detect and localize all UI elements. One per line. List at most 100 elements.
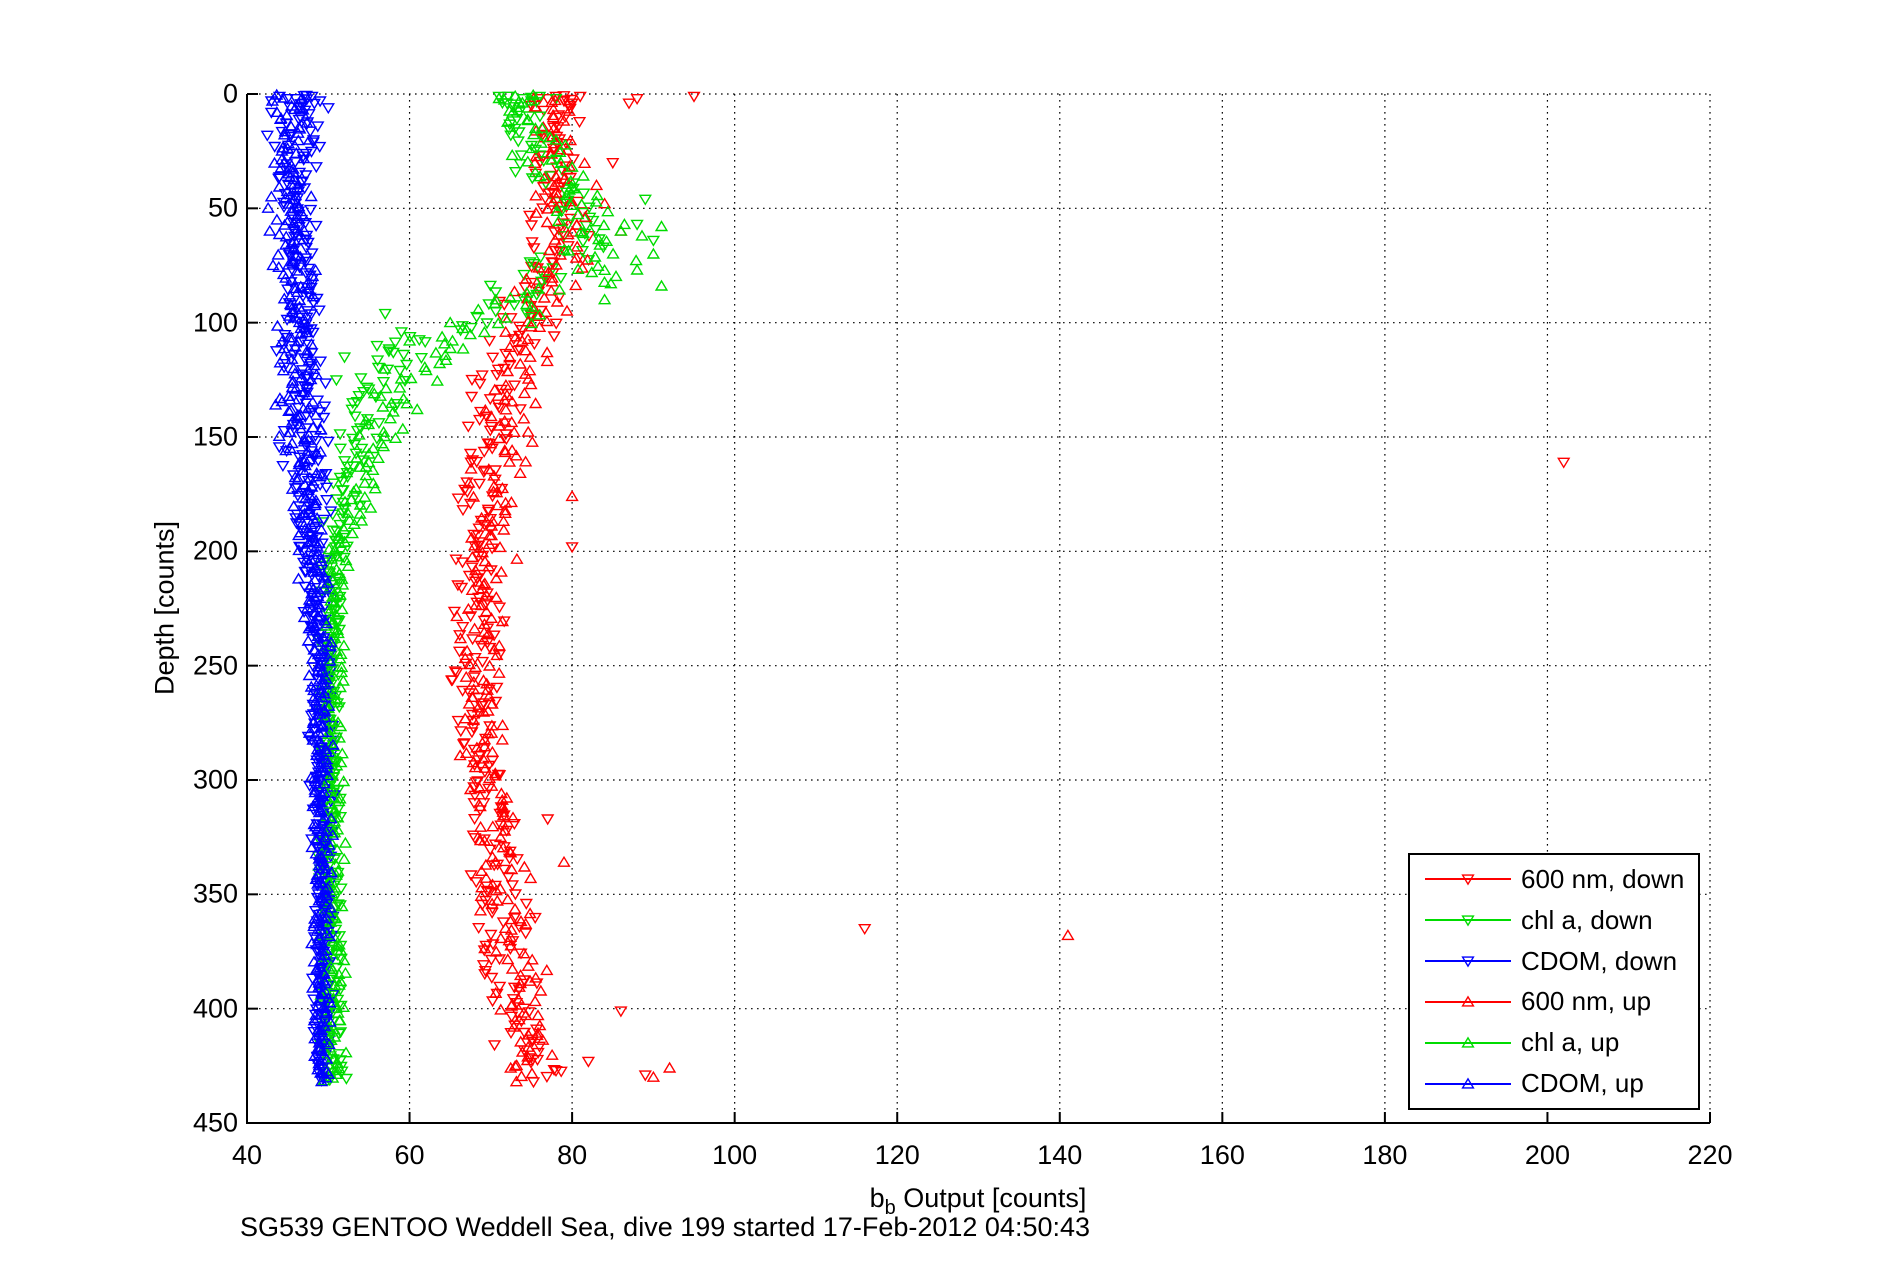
marker-chla-up (400, 397, 414, 409)
marker-chla-up (430, 374, 444, 386)
marker-600nm-down (494, 820, 508, 832)
marker-600nm-up (485, 779, 499, 791)
marker-600nm-up (537, 291, 551, 303)
marker-cdom-up (271, 248, 285, 260)
series-chla-up (312, 88, 669, 1086)
marker-600nm-up (528, 397, 543, 409)
marker-600nm-up (492, 639, 506, 651)
marker-600nm-up (486, 820, 500, 832)
marker-cdom-up (293, 101, 307, 113)
marker-600nm-down (484, 421, 499, 433)
marker-600nm-down (514, 948, 528, 960)
marker-600nm-up (560, 304, 574, 316)
marker-chla-up (331, 696, 345, 708)
marker-600nm-down (581, 1056, 596, 1068)
marker-cdom-down (312, 407, 327, 419)
marker-cdom-up (315, 468, 330, 480)
marker-cdom-up (323, 1015, 337, 1027)
marker-600nm-up (495, 615, 510, 627)
marker-chla-down (336, 508, 350, 520)
marker-cdom-up (296, 103, 310, 115)
marker-cdom-up (290, 209, 304, 221)
marker-cdom-down (285, 427, 299, 439)
marker-600nm-up (458, 652, 472, 664)
marker-cdom-down (292, 452, 307, 464)
marker-600nm-up (505, 863, 519, 875)
marker-chla-down (514, 150, 528, 162)
marker-cdom-down (297, 91, 311, 103)
marker-cdom-up (316, 650, 330, 662)
marker-chla-up (329, 590, 343, 602)
marker-chla-up (329, 868, 343, 880)
marker-600nm-up (529, 971, 543, 983)
marker-600nm-down (499, 434, 514, 446)
marker-chla-up (344, 493, 358, 505)
marker-600nm-up (511, 992, 525, 1004)
marker-600nm-up (495, 719, 510, 731)
marker-chla-up (646, 247, 661, 259)
marker-chla-up (393, 381, 407, 393)
marker-chla-down (333, 443, 348, 455)
marker-cdom-up (319, 672, 333, 684)
marker-600nm-down (504, 1028, 518, 1040)
marker-chla-up (503, 291, 518, 303)
marker-cdom-up (293, 511, 307, 523)
marker-chla-up (614, 224, 628, 236)
marker-600nm-down (497, 864, 511, 876)
marker-600nm-up (485, 745, 500, 757)
marker-chla-down (470, 311, 484, 323)
marker-cdom-up (272, 180, 286, 192)
marker-cdom-down (310, 418, 324, 430)
marker-600nm-up (521, 332, 535, 344)
marker-cdom-up (275, 335, 289, 347)
marker-chla-up (371, 451, 385, 463)
marker-600nm-up (473, 834, 488, 846)
marker-cdom-up (302, 453, 317, 465)
marker-600nm-down (687, 91, 701, 103)
marker-600nm-up (589, 179, 604, 191)
marker-cdom-down (306, 327, 320, 339)
marker-cdom-up (304, 338, 319, 350)
marker-chla-up (383, 412, 398, 424)
marker-600nm-up (474, 599, 489, 611)
marker-cdom-up (324, 866, 339, 878)
marker-cdom-up (312, 848, 327, 860)
marker-cdom-up (316, 725, 330, 737)
marker-cdom-up (299, 522, 313, 534)
marker-chla-down (335, 485, 349, 497)
marker-chla-down (337, 352, 352, 364)
x-tick-label: 200 (1524, 1140, 1570, 1170)
marker-chla-down (378, 308, 392, 320)
marker-chla-up (330, 1057, 345, 1069)
marker-chla-down (549, 154, 564, 166)
marker-chla-up (326, 791, 341, 803)
marker-cdom-down (277, 202, 291, 214)
marker-chla-up (322, 1025, 337, 1037)
marker-600nm-up (544, 147, 559, 159)
marker-600nm-down (476, 960, 491, 972)
marker-chla-down (527, 259, 541, 271)
marker-600nm-up (470, 741, 484, 753)
marker-chla-up (319, 619, 334, 631)
marker-chla-up (597, 219, 611, 231)
marker-600nm-down (469, 877, 483, 889)
marker-chla-up (609, 270, 623, 282)
marker-cdom-up (310, 601, 324, 613)
marker-600nm-up (478, 555, 492, 567)
marker-600nm-up (504, 939, 518, 951)
marker-cdom-down (291, 402, 305, 414)
marker-chla-up (321, 1021, 336, 1033)
marker-cdom-up (287, 139, 302, 151)
marker-chla-up (384, 396, 399, 408)
marker-chla-up (335, 572, 349, 584)
marker-600nm-down (566, 154, 580, 166)
marker-chla-down (352, 391, 366, 403)
marker-chla-up (347, 517, 361, 529)
marker-chla-up (524, 94, 539, 106)
marker-chla-up (376, 425, 391, 437)
x-tick-label: 140 (1037, 1140, 1083, 1170)
marker-chla-up (588, 250, 602, 262)
marker-cdom-up (265, 94, 280, 106)
x-tick-label: 80 (557, 1140, 588, 1170)
marker-600nm-up (523, 364, 537, 376)
